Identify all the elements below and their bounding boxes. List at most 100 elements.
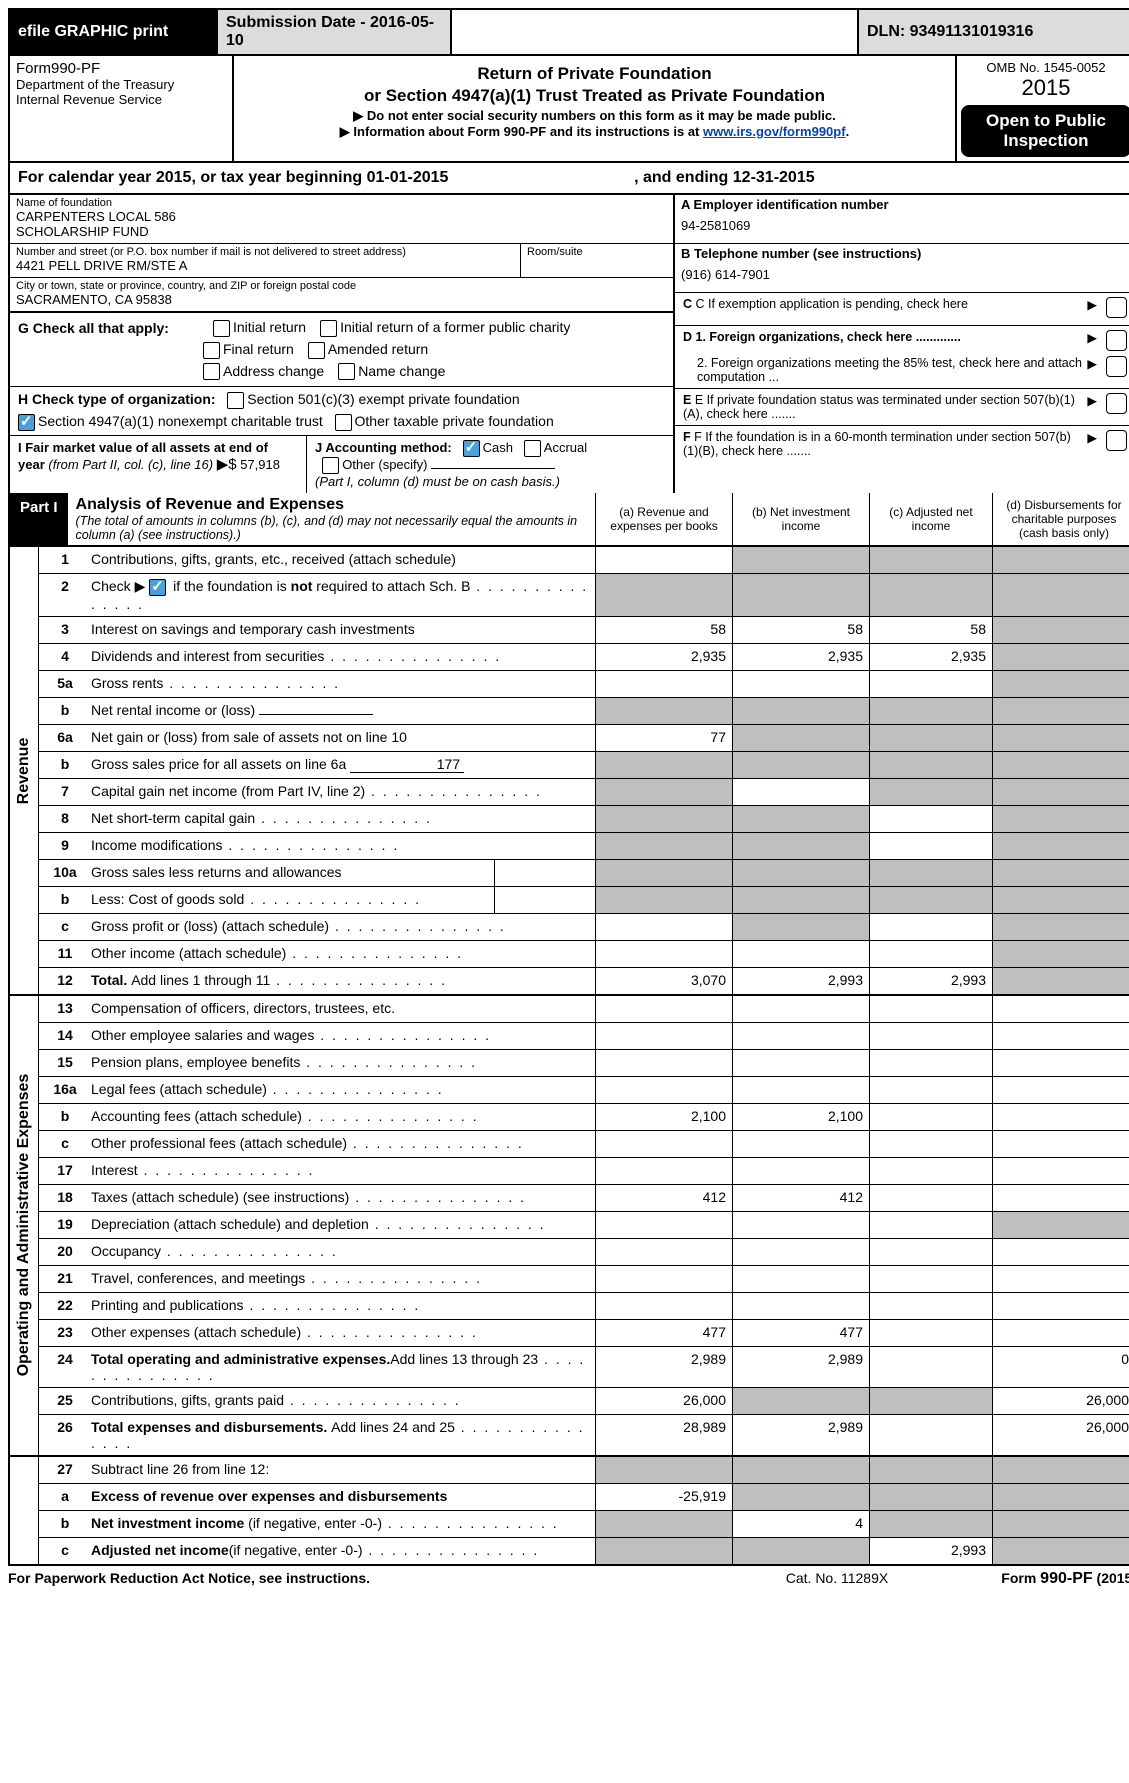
line-label: Pension plans, employee benefits xyxy=(91,1050,596,1076)
line-number: 9 xyxy=(39,833,91,859)
chk-other-method[interactable] xyxy=(322,457,339,474)
chk-section-f[interactable] xyxy=(1106,430,1127,451)
chk-initial-return[interactable] xyxy=(213,320,230,337)
line-number: 27 xyxy=(39,1457,91,1483)
cell-col-d xyxy=(993,887,1129,913)
row-r3: 3Interest on savings and temporary cash … xyxy=(39,617,1129,644)
row-r27: 27Subtract line 26 from line 12: xyxy=(39,1457,1129,1484)
cell-col-a xyxy=(596,1511,733,1537)
cell-col-d xyxy=(993,779,1129,805)
line-label: Interest xyxy=(91,1158,596,1184)
line-label: Dividends and interest from securities xyxy=(91,644,596,670)
revenue-rows: 1Contributions, gifts, grants, etc., rec… xyxy=(39,547,1129,994)
chk-501c3[interactable] xyxy=(227,392,244,409)
cell-col-b xyxy=(733,671,870,697)
chk-address-change[interactable] xyxy=(203,363,220,380)
g-label: G Check all that apply: xyxy=(18,320,169,336)
cell-col-d xyxy=(993,574,1129,616)
row-r27b: bNet investment income (if negative, ent… xyxy=(39,1511,1129,1538)
line-number: 7 xyxy=(39,779,91,805)
chk-section-e[interactable] xyxy=(1106,393,1127,414)
row-r14: 14Other employee salaries and wages xyxy=(39,1023,1129,1050)
irs-link[interactable]: www.irs.gov/form990pf xyxy=(703,124,846,139)
entity-info: Name of foundation CARPENTERS LOCAL 586 … xyxy=(8,193,1129,493)
cell-col-d: 0 xyxy=(993,1347,1129,1387)
cell-col-c: 2,993 xyxy=(870,968,993,994)
footer-right: Form 990-PF (2015) xyxy=(937,1570,1129,1588)
cell-col-c xyxy=(870,1415,993,1455)
chk-initial-former[interactable] xyxy=(320,320,337,337)
g-opt-2: Initial return of a former public charit… xyxy=(340,319,570,335)
cell-col-b xyxy=(733,833,870,859)
cell-col-d xyxy=(993,1239,1129,1265)
cell-col-b xyxy=(733,1266,870,1292)
cell-col-b xyxy=(733,860,870,886)
line-number: 1 xyxy=(39,547,91,573)
row-r8: 8Net short-term capital gain xyxy=(39,806,1129,833)
i-paren: (from Part II, col. (c), line 16) xyxy=(48,457,213,472)
chk-4947a1[interactable] xyxy=(18,414,35,431)
chk-amended[interactable] xyxy=(308,342,325,359)
row-r21: 21Travel, conferences, and meetings xyxy=(39,1266,1129,1293)
row-r23: 23Other expenses (attach schedule)477477 xyxy=(39,1320,1129,1347)
line-label: Legal fees (attach schedule) xyxy=(91,1077,596,1103)
h-opt-1: Section 501(c)(3) exempt private foundat… xyxy=(247,391,519,407)
tax-year-begin: For calendar year 2015, or tax year begi… xyxy=(18,169,634,187)
cell-col-c xyxy=(870,1388,993,1414)
cell-col-b xyxy=(733,1131,870,1157)
line-number: 22 xyxy=(39,1293,91,1319)
col-d-header: (d) Disbursements for charitable purpose… xyxy=(993,493,1129,545)
room-suite-label: Room/suite xyxy=(521,244,673,277)
line-number: 12 xyxy=(39,968,91,994)
cell-col-c xyxy=(870,1347,993,1387)
cell-col-c: 2,935 xyxy=(870,644,993,670)
chk-sch-b[interactable] xyxy=(149,579,166,596)
chk-cash[interactable] xyxy=(463,440,480,457)
cell-col-d xyxy=(993,725,1129,751)
row-r10a: 10aGross sales less returns and allowanc… xyxy=(39,860,1129,887)
bottom-rows: 27Subtract line 26 from line 12:aExcess … xyxy=(39,1457,1129,1564)
cell-col-b: 2,989 xyxy=(733,1347,870,1387)
d2-label: 2. Foreign organizations meeting the 85%… xyxy=(683,356,1083,384)
row-r25: 25Contributions, gifts, grants paid26,00… xyxy=(39,1388,1129,1415)
cell-col-a: 2,100 xyxy=(596,1104,733,1130)
main-title-1: Return of Private Foundation xyxy=(244,64,945,84)
foundation-name-2: SCHOLARSHIP FUND xyxy=(16,224,667,239)
cell-col-a xyxy=(596,671,733,697)
g-opt-5: Address change xyxy=(223,363,324,379)
header-center: Return of Private Foundation or Section … xyxy=(234,56,955,161)
cell-col-c xyxy=(870,1484,993,1510)
row-r15: 15Pension plans, employee benefits xyxy=(39,1050,1129,1077)
line-label: Income modifications xyxy=(91,833,596,859)
section-f: F F If the foundation is in a 60-month t… xyxy=(675,426,1129,492)
calendar-year-row: For calendar year 2015, or tax year begi… xyxy=(8,163,1129,193)
cell-col-c xyxy=(870,1457,993,1483)
cell-col-b xyxy=(733,1077,870,1103)
chk-name-change[interactable] xyxy=(338,363,355,380)
row-r9: 9Income modifications xyxy=(39,833,1129,860)
line-number: 6a xyxy=(39,725,91,751)
line-number: 15 xyxy=(39,1050,91,1076)
cell-col-c xyxy=(870,860,993,886)
chk-other-taxable[interactable] xyxy=(335,414,352,431)
cell-col-a xyxy=(596,752,733,778)
chk-section-d1[interactable] xyxy=(1106,330,1127,351)
cell-col-a xyxy=(596,1158,733,1184)
cell-col-a xyxy=(596,1131,733,1157)
cell-col-d xyxy=(993,996,1129,1022)
section-ij: I Fair market value of all assets at end… xyxy=(10,436,673,493)
chk-section-c[interactable] xyxy=(1106,297,1127,318)
cell-col-a xyxy=(596,1023,733,1049)
ein-value: 94-2581069 xyxy=(681,212,1129,239)
section-c: C C If exemption application is pending,… xyxy=(675,293,1129,326)
section-g: G Check all that apply: Initial return I… xyxy=(10,311,673,387)
section-e: E E If private foundation status was ter… xyxy=(675,389,1129,426)
chk-final-return[interactable] xyxy=(203,342,220,359)
chk-section-d2[interactable] xyxy=(1106,356,1127,377)
chk-accrual[interactable] xyxy=(524,440,541,457)
line-number: b xyxy=(39,887,91,913)
cell-col-b xyxy=(733,1050,870,1076)
open-to-public-badge: Open to Public Inspection xyxy=(961,105,1129,157)
cell-col-d xyxy=(993,1158,1129,1184)
line-label: Net rental income or (loss) xyxy=(91,698,596,724)
